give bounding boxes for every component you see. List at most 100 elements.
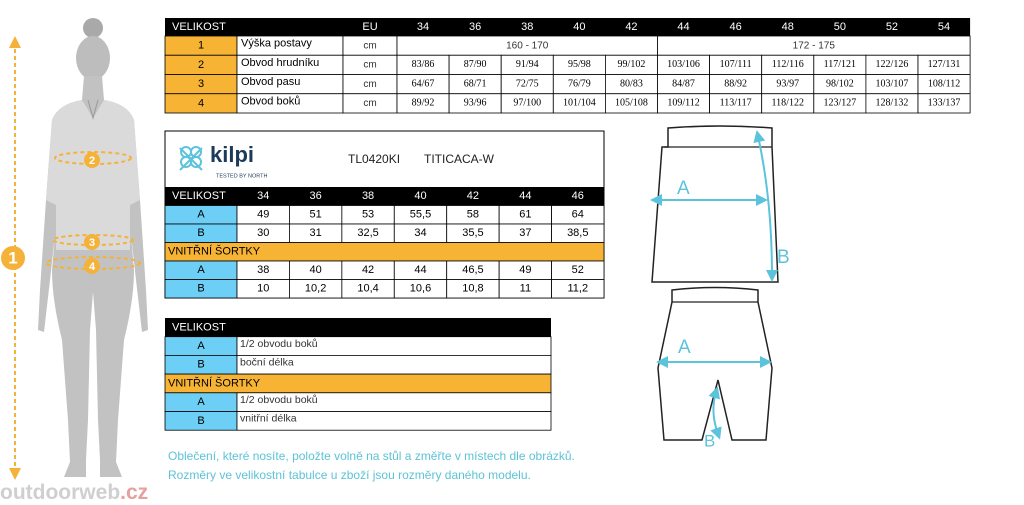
cell-text: 30 — [257, 227, 269, 239]
cell-value: 99/102 — [618, 59, 646, 70]
table-cell — [917, 93, 971, 114]
cell-text: cm — [363, 79, 376, 90]
cell-text: 55,5 — [410, 209, 431, 221]
cell-value: 68/71 — [464, 78, 487, 89]
cell-text: 172 - 175 — [793, 40, 836, 51]
cell-text: 2 — [198, 59, 204, 71]
cell-value: 76/79 — [568, 78, 591, 89]
cell-text: 44 — [677, 21, 689, 33]
cell-text: 38 — [521, 21, 533, 33]
cell-text: B — [197, 227, 204, 239]
cell-text: 51 — [310, 209, 322, 221]
cell-value: 80/83 — [620, 78, 643, 89]
table-cell — [551, 279, 605, 299]
skirt-diagram — [650, 125, 779, 283]
cell-value: 103/106 — [667, 59, 700, 70]
cell-text: 49 — [519, 264, 531, 276]
cell-text: 1/2 obvodu boků — [240, 394, 318, 406]
cell-value: 95/98 — [568, 59, 591, 70]
cell-text: 37 — [519, 227, 531, 239]
dimension-label: A — [678, 337, 691, 358]
cell-text: 40 — [310, 264, 322, 276]
cell-text: 34 — [414, 227, 426, 239]
cell-text: B — [197, 359, 204, 371]
tables: VELIKOST EU 34 36 38 40 42 44 46 48 50 52 541 Výška p… — [164, 18, 971, 431]
marker-label: 4 — [89, 261, 96, 273]
cell-text: VELIKOST — [172, 321, 226, 333]
cell-text: 42 — [625, 21, 637, 33]
cell-text: 44 — [414, 264, 426, 276]
cell-text: 1 — [198, 40, 204, 52]
cell-text: 40 — [573, 21, 585, 33]
cell-text: A — [197, 209, 205, 221]
cell-text: Výška postavy — [241, 38, 312, 50]
cell-text: 32,5 — [357, 227, 378, 239]
cell-text: 34 — [257, 190, 269, 202]
cell-value: 64/67 — [412, 78, 435, 89]
cell-value: 118/122 — [772, 98, 804, 109]
cell-text: 44 — [519, 190, 531, 202]
watermark: outdoorweb.cz — [0, 481, 148, 504]
cell-value: 112/116 — [772, 59, 804, 70]
cell-text: 11,2 — [567, 283, 588, 295]
product-code: TL0420KI — [348, 152, 400, 166]
dimension-label: B — [777, 247, 790, 268]
marker-label: 3 — [89, 237, 95, 249]
cell-text: 38 — [362, 190, 374, 202]
watermark-name: outdoorweb — [0, 481, 120, 504]
cell-value: 98/102 — [826, 78, 854, 89]
cell-value: 83/86 — [412, 59, 435, 70]
cell-value: 89/92 — [412, 98, 435, 109]
cell-text: 160 - 170 — [506, 40, 549, 51]
cell-text: 1/2 obvodu boků — [240, 338, 318, 350]
cell-value: 109/112 — [667, 98, 699, 109]
cell-value: 122/126 — [876, 59, 909, 70]
product-model: TITICACA-W — [424, 152, 495, 166]
cell-text: 42 — [467, 190, 479, 202]
cell-text: 10,8 — [462, 283, 483, 295]
table-header — [165, 318, 551, 337]
note-line: Oblečení, které nosíte, položte volně na… — [168, 449, 575, 463]
cell-text: A — [197, 264, 205, 276]
cell-text: 58 — [467, 209, 479, 221]
brand: kilpi — [210, 142, 254, 167]
cell-value: 88/92 — [724, 78, 747, 89]
cell-text: Obvod hrudníku — [241, 57, 319, 69]
cell-text: 49 — [257, 209, 269, 221]
cell-text: 46,5 — [462, 264, 483, 276]
dimension-label: B — [704, 431, 715, 450]
cell-text: VELIKOST — [172, 21, 226, 33]
cell-text: A — [197, 396, 205, 408]
cell-value: 108/112 — [928, 78, 960, 89]
cell-text: 50 — [834, 21, 846, 33]
cell-value: 93/96 — [464, 98, 487, 109]
cell-value: 87/90 — [464, 59, 487, 70]
cell-text: cm — [363, 98, 376, 109]
cell-text: cm — [363, 40, 376, 51]
cell-text: boční délka — [240, 357, 294, 369]
cell-text: 46 — [572, 190, 584, 202]
cell-text: 36 — [310, 190, 322, 202]
cell-text: VNITŘNÍ ŠORTKY — [168, 376, 261, 389]
table-header — [165, 187, 604, 206]
cell-text: 34 — [417, 21, 429, 33]
cell-value: 105/108 — [615, 98, 648, 109]
tagline: TESTED BY NORTH — [216, 173, 267, 179]
note-line: Rozměry ve velikostní tabulce u zboží js… — [168, 468, 531, 482]
cell-value: 101/104 — [563, 98, 596, 109]
table-header — [165, 18, 971, 36]
cell-text: 3 — [198, 78, 204, 90]
cell-text: 4 — [198, 97, 204, 109]
cell-text: 31 — [310, 227, 322, 239]
cell-text: vnitřní délka — [240, 413, 297, 425]
cell-value: 91/94 — [516, 59, 539, 70]
cell-text: 52 — [886, 21, 898, 33]
cell-value: 117/121 — [824, 59, 856, 70]
cell-text: 52 — [572, 264, 584, 276]
cell-value: 133/137 — [928, 98, 961, 109]
cell-text: B — [197, 283, 204, 295]
cell-text: 10 — [257, 283, 269, 295]
cell-text: 38,5 — [567, 227, 588, 239]
